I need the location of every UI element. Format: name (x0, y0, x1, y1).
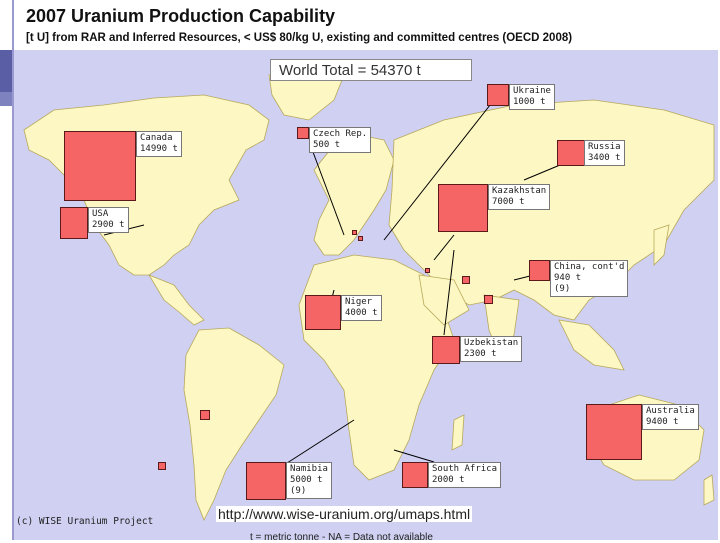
marker-niger (305, 295, 341, 330)
marker-usa (60, 207, 88, 239)
label-namibia: Namibia 5000 t (9) (286, 462, 332, 499)
marker-small (484, 295, 493, 304)
pointer-line-uzbekistan (443, 249, 455, 336)
europe-landmass (313, 134, 395, 256)
southeast-asia (558, 319, 625, 371)
marker-ukraine (487, 84, 509, 106)
marker-small (158, 462, 166, 470)
marker-south-africa (402, 462, 428, 488)
marker-uzbekistan (432, 336, 460, 364)
marker-czech (297, 127, 309, 139)
label-canada: Canada 14990 t (136, 131, 182, 157)
slide-accent-bar (0, 50, 12, 92)
slide-accent-bar-secondary (0, 92, 12, 106)
label-china: China, cont'd 940 t (9) (550, 260, 629, 297)
label-ukraine: Ukraine 1000 t (509, 84, 555, 110)
marker-small (425, 268, 430, 273)
label-russia: Russia 3400 t (584, 140, 625, 166)
label-usa: USA 2900 t (88, 207, 129, 233)
asia-landmass (388, 99, 715, 321)
page-subtitle: [t U] from RAR and Inferred Resources, <… (26, 32, 573, 44)
new-zealand (703, 474, 715, 506)
marker-canada (64, 131, 136, 201)
marker-namibia (246, 462, 286, 500)
label-south-africa: South Africa 2000 t (428, 462, 502, 488)
pointer-line-kazakhstan (433, 234, 455, 261)
pointer-line-namibia (283, 419, 355, 466)
marker-small (200, 410, 210, 420)
page-title: 2007 Uranium Production Capability (26, 6, 336, 26)
madagascar (451, 414, 465, 451)
south-america-landmass (183, 327, 285, 521)
marker-small (352, 230, 357, 235)
credit-text: (c) WISE Uranium Project (16, 516, 154, 527)
japan (653, 224, 670, 266)
marker-china (529, 260, 550, 281)
marker-australia (586, 404, 642, 460)
header (14, 0, 718, 50)
world-total-label: World Total = 54370 t (270, 59, 472, 81)
label-kazakhstan: Kazakhstan 7000 t (488, 184, 551, 210)
pointer-line-ukraine (383, 99, 495, 241)
pointer-line-czech (309, 143, 345, 236)
source-url-link[interactable]: http://www.wise-uranium.org/umaps.html (216, 506, 473, 522)
north-america-landmass (23, 94, 270, 276)
label-australia: Australia 9400 t (642, 404, 699, 430)
pointer-line-south-africa (393, 449, 435, 463)
marker-kazakhstan (438, 184, 488, 232)
marker-small (358, 236, 363, 241)
marker-russia (557, 140, 585, 166)
label-uzbekistan: Uzbekistan 2300 t (460, 336, 523, 362)
label-niger: Niger 4000 t (341, 295, 382, 321)
label-czech: Czech Rep. 500 t (309, 127, 372, 153)
footnote: t = metric tonne - NA = Data not availab… (250, 532, 433, 543)
arabia (418, 274, 470, 326)
central-america (148, 274, 205, 326)
marker-small (462, 276, 470, 284)
